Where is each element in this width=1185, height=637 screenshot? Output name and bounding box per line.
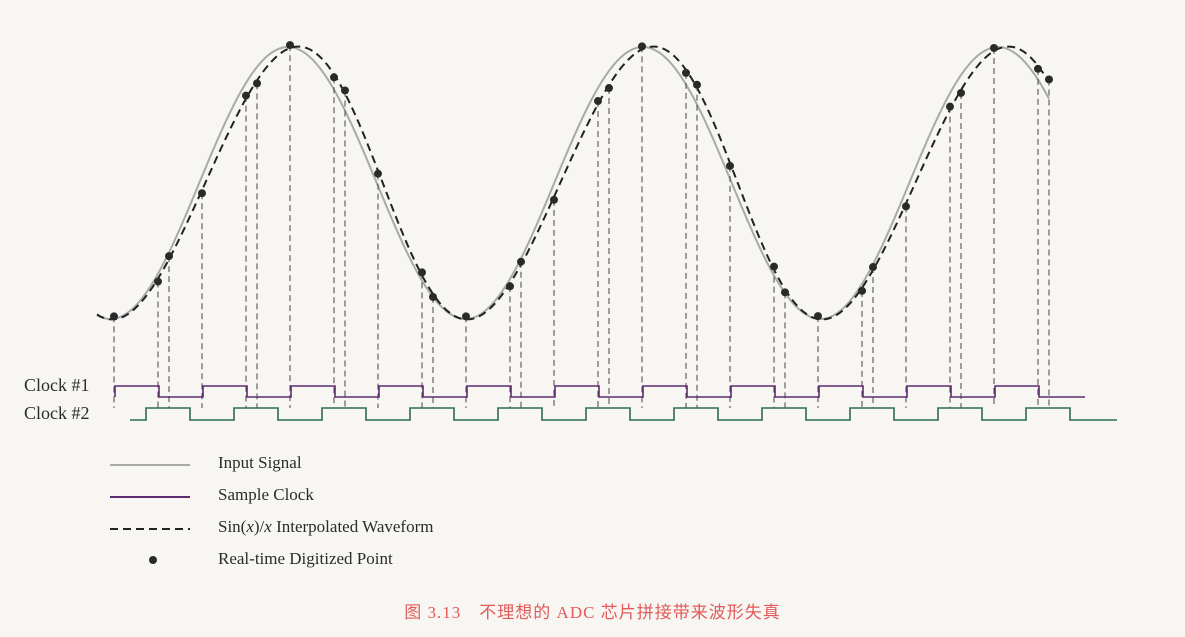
- digitized-point: [1045, 75, 1053, 84]
- digitized-point: [781, 288, 789, 297]
- digitized-point: [165, 252, 173, 261]
- digitized-point: [154, 277, 162, 286]
- clock-1-waveform: [114, 385, 1085, 398]
- digitized-point: [429, 292, 437, 301]
- digitized-point: [638, 42, 646, 51]
- digitized-point: [869, 263, 877, 272]
- digitized-point: [418, 268, 426, 277]
- legend-digitized-point-swatch: [149, 556, 157, 564]
- digitized-point: [110, 312, 118, 321]
- digitized-point: [506, 282, 514, 291]
- digitized-point: [253, 79, 261, 88]
- digitized-point: [605, 84, 613, 93]
- legend-interpolated-label: Sin(x)/x Interpolated Waveform: [218, 517, 434, 536]
- digitized-point: [946, 102, 954, 111]
- digitized-point: [286, 41, 294, 50]
- digitized-point: [330, 73, 338, 82]
- digitized-point: [374, 169, 382, 178]
- digitized-point: [726, 161, 734, 170]
- digitized-point: [242, 91, 250, 100]
- digitized-point: [814, 312, 822, 321]
- digitized-point: [990, 44, 998, 53]
- digitized-point: [550, 195, 558, 204]
- digitized-point: [198, 189, 206, 198]
- digitized-point: [858, 286, 866, 295]
- clock-2-waveform: [130, 407, 1117, 421]
- digitized-point: [462, 312, 470, 321]
- digitized-point: [517, 257, 525, 266]
- digitized-point: [902, 202, 910, 211]
- digitized-point: [693, 80, 701, 89]
- digitized-point: [957, 88, 965, 97]
- digitized-point: [770, 262, 778, 271]
- clock-1-label: Clock #1: [24, 375, 90, 395]
- input-signal-curve: [96, 45, 1050, 320]
- legend-input-signal-label: Input Signal: [218, 453, 302, 472]
- legend-sample-clock-label: Sample Clock: [218, 485, 314, 504]
- legend-digitized-point-label: Real-time Digitized Point: [218, 549, 393, 568]
- digitized-point: [682, 68, 690, 77]
- clock-2-label: Clock #2: [24, 403, 90, 423]
- figure-caption: 图 3.13 不理想的 ADC 芯片拼接带来波形失真: [404, 603, 781, 622]
- digitized-point: [341, 86, 349, 95]
- digitized-point: [1034, 64, 1042, 73]
- digitized-point: [594, 97, 602, 106]
